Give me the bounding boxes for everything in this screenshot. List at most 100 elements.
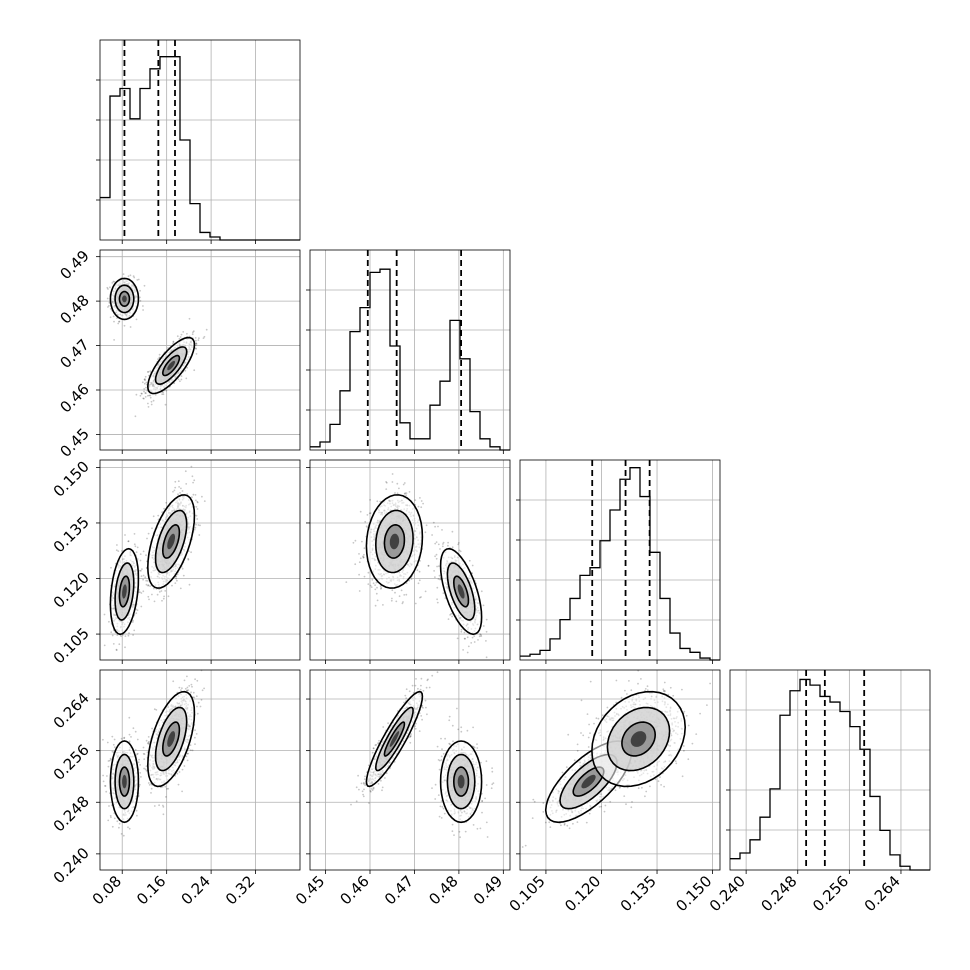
scatter-point bbox=[382, 604, 384, 606]
scatter-point bbox=[163, 595, 166, 598]
scatter-point bbox=[436, 601, 439, 604]
scatter-point bbox=[154, 393, 157, 396]
scatter-point bbox=[136, 609, 139, 612]
scatter-point bbox=[190, 551, 193, 554]
scatter-point bbox=[435, 557, 438, 560]
scatter-point bbox=[132, 727, 135, 730]
scatter-point bbox=[108, 759, 111, 762]
scatter-point bbox=[456, 637, 459, 640]
scatter-point bbox=[194, 342, 197, 345]
scatter-point bbox=[422, 502, 424, 505]
scatter-point bbox=[366, 526, 369, 529]
scatter-point bbox=[417, 505, 420, 508]
scatter-point bbox=[118, 320, 121, 323]
scatter-point bbox=[106, 775, 108, 777]
scatter-point bbox=[176, 573, 179, 576]
scatter-point bbox=[137, 761, 140, 764]
scatter-point bbox=[117, 322, 120, 325]
scatter-point bbox=[447, 541, 449, 544]
scatter-point bbox=[144, 392, 147, 394]
scatter-point bbox=[197, 524, 200, 526]
scatter-point bbox=[124, 534, 126, 536]
scatter-point bbox=[463, 631, 466, 634]
scatter-point bbox=[177, 493, 179, 496]
scatter-point bbox=[195, 523, 197, 526]
scatter-point bbox=[195, 343, 198, 345]
scatter-point bbox=[436, 565, 438, 568]
scatter-point bbox=[138, 569, 141, 572]
scatter-point bbox=[128, 716, 131, 719]
scatter-point bbox=[174, 486, 177, 489]
scatter-point bbox=[198, 534, 201, 536]
scatter-point bbox=[416, 569, 419, 572]
scatter-point bbox=[149, 585, 152, 587]
scatter-point bbox=[410, 578, 413, 580]
scatter-point bbox=[145, 554, 147, 557]
scatter-point bbox=[158, 588, 161, 591]
scatter-point bbox=[173, 489, 176, 492]
scatter-point bbox=[451, 530, 454, 533]
scatter-point bbox=[178, 486, 181, 488]
scatter-point bbox=[191, 333, 194, 336]
scatter-point bbox=[134, 415, 137, 418]
scatter-point bbox=[363, 575, 366, 578]
scatter-point bbox=[184, 470, 187, 473]
scatter-point bbox=[146, 537, 148, 540]
scatter-point bbox=[161, 511, 164, 514]
scatter-point bbox=[120, 635, 122, 637]
scatter-point bbox=[352, 541, 355, 544]
scatter-point bbox=[160, 590, 163, 592]
scatter-point bbox=[139, 289, 142, 292]
scatter-point bbox=[195, 499, 197, 502]
scatter-point bbox=[161, 393, 164, 395]
scatter-point bbox=[179, 380, 181, 383]
scatter-point bbox=[150, 403, 153, 406]
scatter-point bbox=[127, 634, 130, 637]
scatter-point bbox=[143, 388, 146, 390]
scatter-point bbox=[136, 753, 139, 756]
scatter-point bbox=[102, 780, 105, 783]
scatter-point bbox=[391, 473, 394, 475]
scatter-point bbox=[375, 581, 378, 584]
scatter-point bbox=[437, 578, 440, 580]
scatter-point bbox=[111, 735, 114, 738]
scatter-point bbox=[463, 637, 466, 640]
scatter-point bbox=[460, 630, 463, 633]
scatter-point bbox=[116, 634, 119, 636]
scatter-point bbox=[108, 304, 110, 307]
scatter-point bbox=[371, 578, 374, 581]
scatter-point bbox=[107, 288, 109, 290]
scatter-point bbox=[142, 397, 145, 400]
scatter-point bbox=[107, 819, 110, 822]
scatter-point bbox=[193, 479, 196, 482]
scatter-point bbox=[149, 394, 152, 397]
scatter-point bbox=[143, 382, 146, 385]
scatter-point bbox=[182, 574, 185, 577]
scatter-point bbox=[179, 492, 182, 494]
scatter-point bbox=[118, 822, 121, 825]
scatter-point bbox=[113, 738, 116, 741]
scatter-point bbox=[117, 550, 120, 552]
scatter-point bbox=[370, 586, 373, 588]
scatter-point bbox=[405, 492, 408, 494]
scatter-point bbox=[145, 381, 148, 384]
scatter-point bbox=[171, 584, 173, 587]
scatter-point bbox=[162, 391, 165, 394]
scatter-point bbox=[139, 553, 142, 555]
scatter-point bbox=[147, 394, 149, 397]
scatter-point bbox=[142, 578, 145, 581]
scatter-point bbox=[178, 337, 181, 340]
scatter-point bbox=[106, 741, 109, 744]
scatter-point bbox=[112, 280, 115, 283]
scatter-point bbox=[188, 317, 191, 320]
scatter-point bbox=[147, 370, 150, 373]
scatter-point bbox=[470, 642, 473, 644]
scatter-point bbox=[147, 402, 149, 405]
scatter-point bbox=[143, 284, 146, 287]
scatter-point bbox=[138, 758, 141, 761]
scatter-point bbox=[473, 641, 476, 643]
scatter-point bbox=[435, 553, 438, 556]
scatter-point bbox=[102, 738, 104, 741]
scatter-point bbox=[424, 590, 427, 593]
scatter-point bbox=[438, 565, 440, 568]
